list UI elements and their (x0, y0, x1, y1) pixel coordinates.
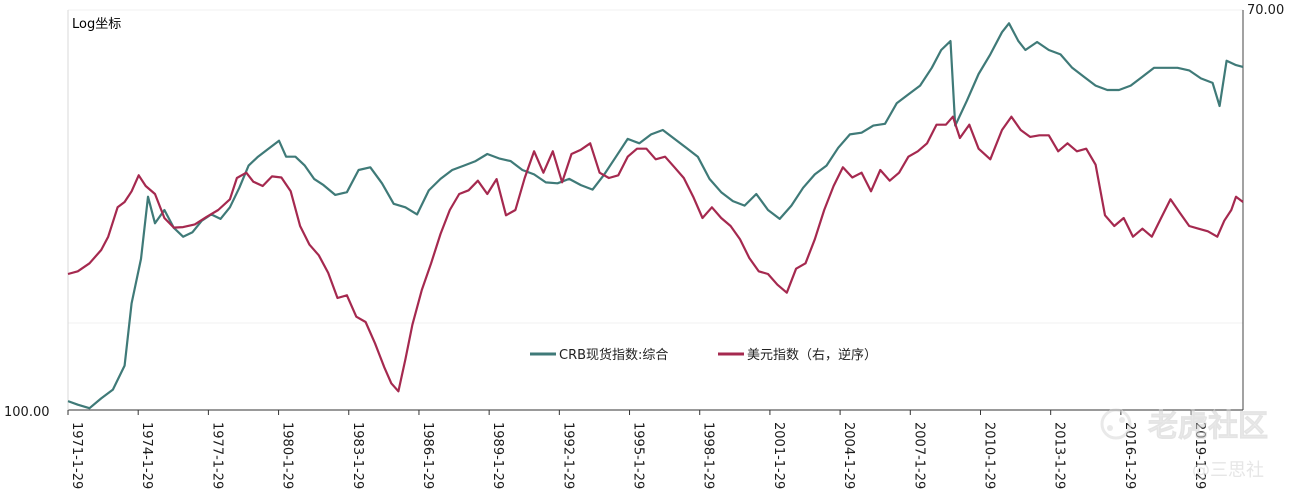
x-axis-labels: 1971-1-29 1974-1-29 1977-1-29 1980-1-29 1983… (69, 422, 1207, 489)
x-tick-label: 1992-1-29 (560, 422, 575, 489)
x-tick-label: 2013-1-29 (1052, 422, 1067, 489)
log-scale-label: Log坐标 (72, 17, 121, 32)
watermark-main-text: 老虎社区 (1148, 409, 1268, 444)
x-tick-label: 1995-1-29 (631, 422, 646, 489)
watermark-logo-icon (1100, 408, 1132, 440)
x-tick-label: 2001-1-29 (771, 422, 786, 489)
series-line-crb (67, 22, 1244, 410)
legend-label-usd: 美元指数（右，逆序） (747, 347, 877, 363)
series-line-usd (67, 115, 1244, 393)
legend: CRB现货指数:综合 美元指数（右，逆序） (530, 347, 877, 363)
y-right-tick-label: 70.00 (1247, 3, 1284, 18)
gridlines (68, 9, 1243, 324)
watermark-logo-dot-icon (1119, 417, 1125, 423)
series-layer (67, 22, 1244, 410)
x-tick-label: 2016-1-29 (1122, 422, 1137, 489)
watermark-logo-dot-icon (1107, 425, 1113, 431)
x-tick-label: 1998-1-29 (701, 422, 716, 489)
x-tick-label: 2019-1-29 (1192, 422, 1207, 489)
x-tick-label: 1971-1-29 (69, 422, 84, 489)
x-tick-label: 1983-1-29 (350, 422, 365, 489)
legend-label-crb: CRB现货指数:综合 (559, 347, 668, 363)
x-axis-ticks (67, 410, 1192, 415)
watermark-sub-text: @三思社 (1192, 460, 1264, 481)
x-tick-label: 1977-1-29 (209, 422, 224, 489)
x-tick-label: 1989-1-29 (490, 422, 505, 489)
x-tick-label: 2004-1-29 (841, 422, 856, 489)
x-tick-label: 1980-1-29 (280, 422, 295, 489)
x-tick-label: 2007-1-29 (911, 422, 926, 489)
watermark: 老虎社区 @三思社 (1100, 408, 1268, 481)
x-tick-label: 1986-1-29 (420, 422, 435, 489)
x-tick-label: 1974-1-29 (139, 422, 154, 489)
x-tick-label: 2010-1-29 (981, 422, 996, 489)
y-left-tick-label: 100.00 (4, 405, 50, 420)
